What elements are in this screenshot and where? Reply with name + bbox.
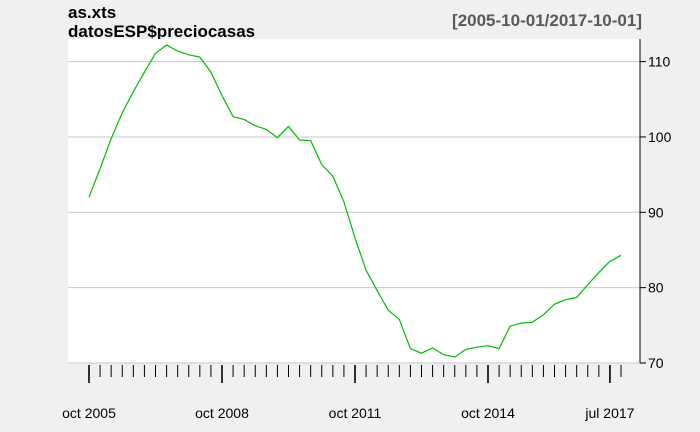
series-line (88, 44, 622, 358)
chart-title-line2: datosESP$preciocasas (68, 22, 255, 41)
y-tick-label: 110 (648, 54, 671, 70)
x-tick-labels: oct 2005 oct 2008 oct 2011 oct 2014 jul 2017 (62, 405, 635, 421)
x-tick-label: oct 2005 (62, 405, 116, 421)
x-tick-label: oct 2008 (195, 405, 249, 421)
y-tick-label: 80 (648, 280, 664, 296)
x-tick-label: oct 2011 (329, 405, 382, 421)
chart-title-line1: as.xts (68, 3, 116, 22)
grid-lines (68, 61, 646, 364)
x-major-ticks (88, 365, 611, 383)
y-tick-label: 90 (648, 204, 664, 220)
y-tick-label: 100 (648, 129, 672, 145)
x-tick-label: oct 2014 (461, 405, 515, 421)
x-tick-label: jul 2017 (584, 405, 634, 421)
y-tick-labels: 70 80 90 100 110 (648, 54, 672, 371)
date-range-label: [2005-10-01/2017-10-01] (452, 11, 642, 30)
y-tick-label: 70 (648, 355, 664, 371)
plot-area (68, 39, 640, 363)
